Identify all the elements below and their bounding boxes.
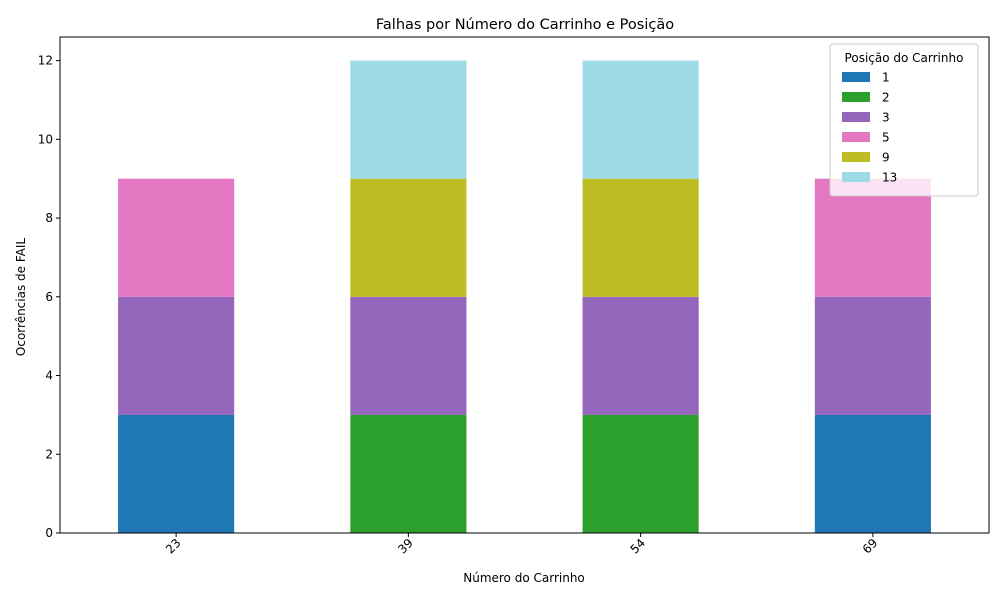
bar-segment-54-pos-2 <box>582 414 699 533</box>
legend-swatch-9 <box>842 152 870 162</box>
chart-title: Falhas por Número do Carrinho e Posição <box>376 17 674 33</box>
legend-label-2: 2 <box>882 91 890 105</box>
x-tick-label: 39 <box>395 536 416 557</box>
y-tick-label: 12 <box>38 54 53 68</box>
bars-group <box>118 60 931 533</box>
y-axis-ticks: 0 2 4 6 8 10 12 <box>38 54 60 540</box>
legend-swatch-5 <box>842 132 870 142</box>
x-tick-label: 54 <box>627 536 648 557</box>
y-tick-label: 10 <box>38 132 53 146</box>
legend-swatch-1 <box>842 72 870 82</box>
y-axis-label: Ocorrências de FAIL <box>14 238 28 356</box>
legend-swatch-3 <box>842 112 870 122</box>
plot-frame <box>59 36 990 534</box>
bar-segment-23-pos-3 <box>118 296 235 415</box>
bar-segment-39-pos-2 <box>350 414 467 533</box>
y-tick-label: 2 <box>45 447 53 461</box>
bar-segment-69-pos-1 <box>814 414 931 533</box>
y-tick-label: 4 <box>45 369 53 383</box>
bar-segment-39-pos-13 <box>350 60 467 179</box>
bar-segment-69-pos-3 <box>814 296 931 415</box>
legend-swatch-2 <box>842 92 870 102</box>
legend-items: 1 2 3 5 9 13 <box>842 71 897 185</box>
bar-segment-54-pos-13 <box>582 60 699 179</box>
y-tick-label: 8 <box>45 211 53 225</box>
legend-swatch-13 <box>842 172 870 182</box>
bar-segment-69-pos-5 <box>814 178 931 297</box>
y-tick-label: 6 <box>45 290 53 304</box>
x-axis-ticks: 23 39 54 69 <box>163 533 880 557</box>
y-tick-label: 0 <box>45 526 53 540</box>
legend-label-13: 13 <box>882 171 897 185</box>
legend-label-9: 9 <box>882 151 890 165</box>
legend-title: Posição do Carrinho <box>845 51 964 65</box>
legend-label-5: 5 <box>882 131 890 145</box>
x-axis-label: Número do Carrinho <box>463 571 585 585</box>
bar-segment-39-pos-9 <box>350 178 467 297</box>
bar-segment-54-pos-9 <box>582 178 699 297</box>
bar-segment-54-pos-3 <box>582 296 699 415</box>
x-tick-label: 23 <box>163 536 184 557</box>
x-tick-label: 69 <box>860 536 881 557</box>
bar-segment-23-pos-5 <box>118 178 235 297</box>
legend-label-3: 3 <box>882 111 890 125</box>
legend-label-1: 1 <box>882 71 890 85</box>
legend: Posição do Carrinho 1 2 3 5 9 13 <box>829 43 979 197</box>
bar-segment-23-pos-1 <box>118 414 235 533</box>
bar-segment-39-pos-3 <box>350 296 467 415</box>
